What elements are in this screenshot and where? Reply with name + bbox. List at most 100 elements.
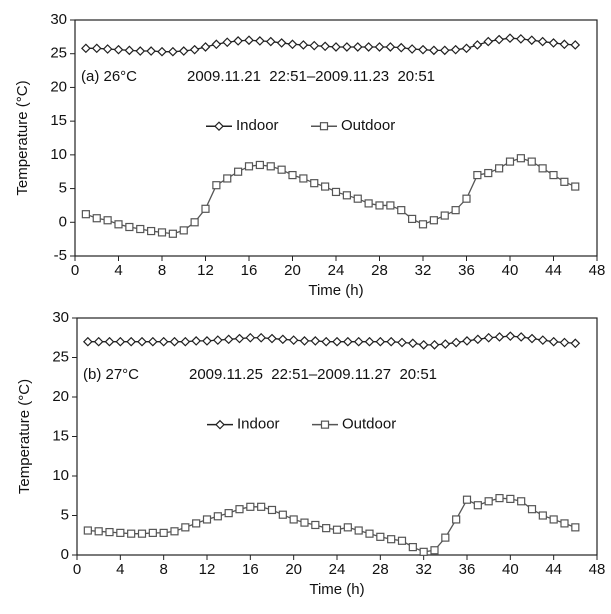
data-point — [363, 42, 374, 52]
data-point — [331, 187, 341, 197]
data-point — [386, 336, 397, 347]
data-point — [202, 336, 212, 346]
data-point — [538, 511, 547, 520]
data-point — [157, 46, 167, 57]
x-tick-label: 48 — [589, 262, 606, 279]
data-point — [430, 546, 439, 555]
data-point — [375, 336, 386, 347]
data-point — [376, 532, 385, 541]
data-point — [212, 181, 221, 190]
data-point — [418, 44, 428, 55]
data-point — [537, 335, 548, 345]
data-point — [168, 229, 177, 238]
annotation: (b) 27°C — [83, 366, 139, 383]
data-point — [287, 39, 298, 50]
x-tick-label: 4 — [114, 262, 122, 279]
data-point — [159, 528, 168, 537]
data-point — [94, 527, 103, 536]
data-point — [200, 42, 211, 52]
data-point — [299, 336, 310, 346]
y-tick-label: 0 — [61, 546, 69, 563]
data-point — [548, 336, 559, 347]
data-point — [178, 46, 189, 56]
data-point — [439, 45, 450, 56]
x-tick-label: 28 — [372, 561, 389, 578]
data-point — [407, 338, 418, 349]
data-point — [115, 336, 126, 347]
data-point — [190, 218, 199, 227]
legend-marker — [319, 122, 329, 131]
y-tick-label: 30 — [52, 309, 69, 326]
data-point — [267, 333, 277, 344]
data-point — [342, 42, 352, 52]
data-point — [147, 226, 156, 236]
data-point — [418, 220, 428, 229]
data-point — [114, 220, 123, 229]
y-tick-label: 10 — [52, 467, 69, 484]
data-point — [483, 36, 494, 47]
data-point — [93, 336, 104, 347]
data-point — [527, 333, 537, 344]
data-point — [451, 206, 460, 215]
data-point — [91, 43, 102, 54]
y-tick-label: 20 — [50, 78, 67, 95]
annotation: (a) 26°C — [81, 68, 137, 85]
data-point — [354, 526, 363, 535]
data-point — [180, 336, 191, 347]
x-axis-label: Time (h) — [309, 581, 364, 598]
data-point — [560, 177, 569, 186]
data-point — [462, 194, 471, 203]
data-point — [255, 36, 265, 46]
series-line — [87, 497, 576, 553]
data-point — [385, 42, 396, 52]
y-tick-label: 15 — [50, 112, 67, 129]
x-tick-label: 20 — [284, 262, 301, 279]
x-tick-label: 40 — [502, 262, 519, 279]
data-point — [505, 157, 515, 166]
data-point — [289, 515, 298, 524]
series-line — [85, 157, 576, 235]
data-point — [222, 37, 233, 48]
data-point — [571, 523, 580, 532]
data-point — [82, 336, 93, 347]
y-tick-label: 0 — [59, 213, 67, 230]
data-point — [570, 338, 581, 349]
data-point — [495, 164, 504, 173]
data-point — [124, 45, 135, 56]
y-tick-label: -5 — [54, 247, 67, 264]
data-point — [429, 216, 438, 225]
data-point — [310, 336, 321, 346]
data-point — [516, 332, 527, 342]
data-point — [374, 42, 385, 52]
data-point — [505, 33, 515, 44]
data-point — [168, 46, 178, 57]
data-point — [549, 170, 558, 180]
data-point — [462, 336, 472, 346]
x-tick-label: 40 — [502, 561, 519, 578]
data-point — [212, 335, 223, 345]
data-point — [353, 194, 362, 203]
data-point — [201, 204, 210, 213]
legend-marker — [320, 420, 330, 429]
data-point — [516, 154, 525, 163]
x-tick-label: 36 — [459, 561, 476, 578]
data-point — [332, 336, 342, 347]
data-point — [137, 336, 147, 347]
data-point — [103, 216, 112, 225]
x-tick-label: 12 — [199, 561, 216, 578]
y-tick-label: 25 — [50, 45, 67, 62]
data-point — [352, 42, 363, 52]
data-point — [397, 337, 407, 348]
data-point — [125, 222, 134, 232]
y-tick-label: 10 — [50, 146, 67, 163]
data-point — [559, 39, 570, 50]
x-tick-label: 16 — [241, 262, 258, 279]
data-point — [322, 524, 331, 533]
plot-frame — [76, 317, 598, 556]
data-point — [311, 520, 320, 530]
data-point — [181, 523, 190, 532]
data-point — [300, 518, 309, 527]
legend-label: Outdoor — [342, 416, 396, 433]
x-tick-label: 12 — [197, 262, 214, 279]
data-point — [365, 529, 374, 538]
